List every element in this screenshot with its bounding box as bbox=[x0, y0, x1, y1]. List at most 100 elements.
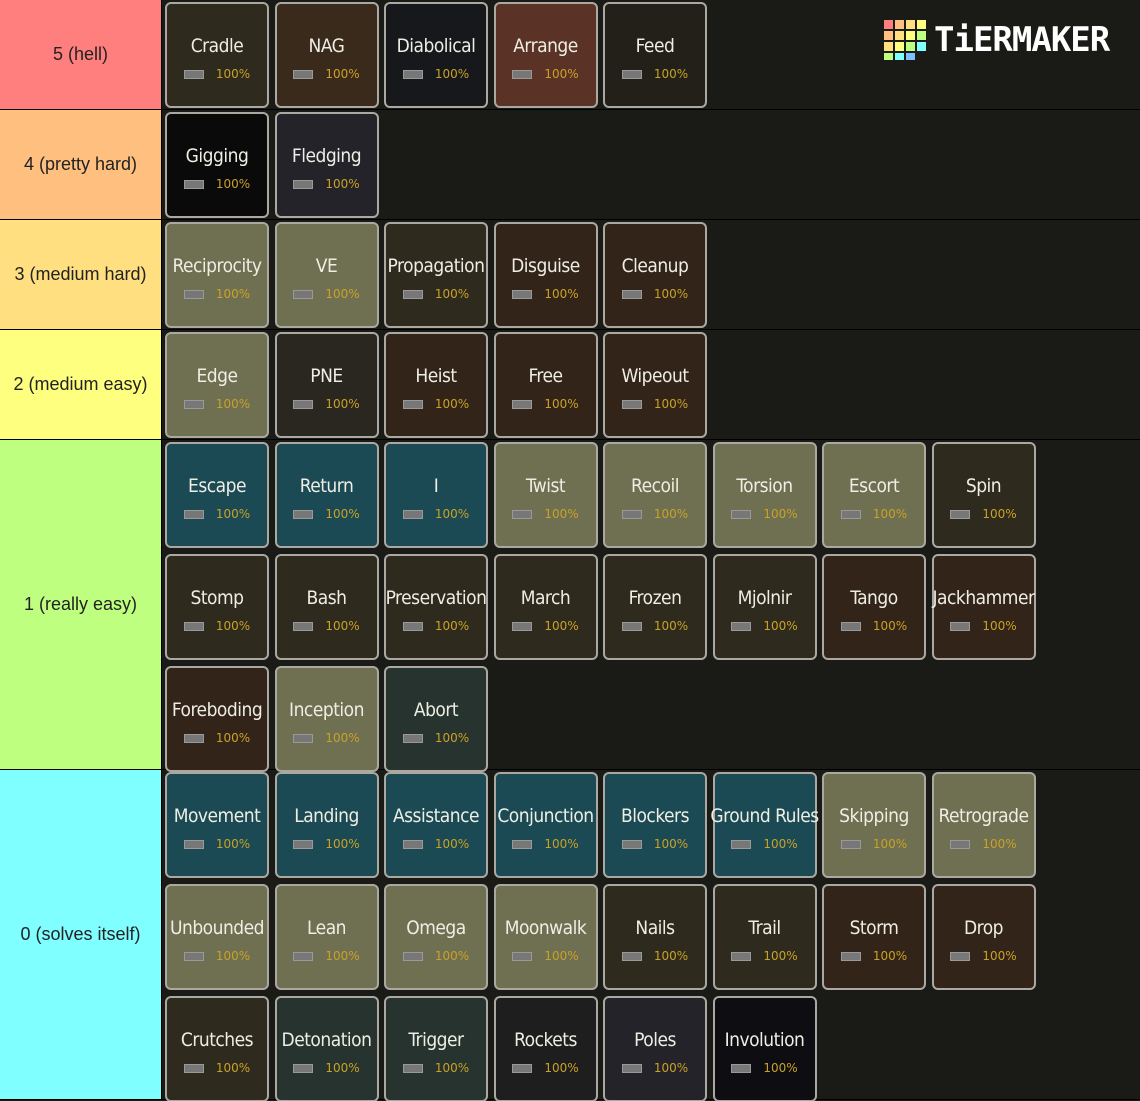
item-name: Unbounded bbox=[169, 917, 265, 939]
item-tile[interactable]: Landing 100% bbox=[274, 772, 379, 878]
item-tile[interactable]: PNE 100% bbox=[274, 332, 379, 438]
item-meta: 100% bbox=[512, 507, 579, 521]
item-tile[interactable]: Fledging 100% bbox=[274, 112, 379, 218]
item-percent: 100% bbox=[982, 949, 1017, 963]
item-meta: 100% bbox=[950, 507, 1017, 521]
tier-label: 1 (really easy) bbox=[0, 440, 162, 769]
item-tile[interactable]: VE 100% bbox=[274, 222, 379, 328]
item-tile[interactable]: Involution 100% bbox=[712, 996, 817, 1101]
item-tile[interactable]: Gigging 100% bbox=[165, 112, 269, 218]
item-tile[interactable]: Mjolnir 100% bbox=[712, 554, 817, 660]
item-tile[interactable]: Bash 100% bbox=[274, 554, 379, 660]
item-meta: 100% bbox=[840, 507, 907, 521]
item-tile[interactable]: Trigger 100% bbox=[384, 996, 488, 1101]
item-tile[interactable]: Arrange 100% bbox=[493, 2, 598, 108]
item-tile[interactable]: Inception 100% bbox=[274, 666, 379, 772]
item-percent: 100% bbox=[325, 177, 360, 191]
item-tile[interactable]: Omega 100% bbox=[384, 884, 488, 990]
item-tile[interactable]: Return 100% bbox=[274, 442, 379, 548]
item-tile[interactable]: Escape 100% bbox=[165, 442, 269, 548]
item-percent: 100% bbox=[653, 287, 689, 301]
item-tile[interactable]: Jackhammer 100% bbox=[931, 554, 1036, 660]
item-tile[interactable]: Lean 100% bbox=[274, 884, 379, 990]
item-tile[interactable]: Drop 100% bbox=[931, 884, 1036, 990]
item-tile[interactable]: Ground Rules 100% bbox=[710, 772, 819, 878]
item-tile[interactable]: Skipping 100% bbox=[822, 772, 926, 878]
item-tile[interactable]: NAG 100% bbox=[274, 2, 379, 108]
item-name: VE bbox=[315, 255, 338, 277]
item-name: Free bbox=[528, 365, 563, 387]
item-meta: 100% bbox=[183, 397, 251, 411]
item-percent: 100% bbox=[544, 1061, 579, 1075]
item-tile[interactable]: Feed 100% bbox=[603, 2, 707, 108]
item-tile[interactable]: Twist 100% bbox=[493, 442, 598, 548]
item-meta: 100% bbox=[731, 949, 798, 963]
tier-row: 5 (hell) Cradle 100% NAG 100% Diabolical 100% A… bbox=[0, 0, 1140, 110]
item-tile[interactable]: Edge 100% bbox=[165, 332, 269, 438]
item-tile[interactable]: Free 100% bbox=[493, 332, 598, 438]
item-tile[interactable]: Torsion 100% bbox=[712, 442, 817, 548]
item-percent: 100% bbox=[982, 619, 1017, 633]
item-button bbox=[183, 733, 204, 743]
item-tile[interactable]: Blockers 100% bbox=[603, 772, 707, 878]
item-percent: 100% bbox=[544, 507, 579, 521]
item-meta: 100% bbox=[512, 287, 579, 301]
item-name: Stomp bbox=[190, 587, 244, 609]
item-tile[interactable]: Storm 100% bbox=[822, 884, 926, 990]
item-tile[interactable]: Reciprocity 100% bbox=[165, 222, 269, 328]
item-percent: 100% bbox=[653, 507, 689, 521]
item-tile[interactable]: Poles 100% bbox=[603, 996, 707, 1101]
item-tile[interactable]: Wipeout 100% bbox=[603, 332, 707, 438]
item-tile[interactable]: Crutches 100% bbox=[165, 996, 269, 1101]
item-tile[interactable]: Unbounded 100% bbox=[165, 884, 269, 990]
item-percent: 100% bbox=[215, 397, 251, 411]
item-tile[interactable]: Preservation 100% bbox=[384, 554, 488, 660]
item-tile[interactable]: Conjunction 100% bbox=[493, 772, 598, 878]
tier-label: 3 (medium hard) bbox=[0, 220, 162, 329]
item-tile[interactable]: Propagation 100% bbox=[384, 222, 488, 328]
item-percent: 100% bbox=[544, 287, 579, 301]
item-tile[interactable]: Trail 100% bbox=[712, 884, 817, 990]
item-tile[interactable]: March 100% bbox=[493, 554, 598, 660]
item-percent: 100% bbox=[982, 507, 1017, 521]
item-percent: 100% bbox=[215, 731, 251, 745]
item-name: Bash bbox=[306, 587, 347, 609]
item-button bbox=[512, 509, 533, 519]
item-tile[interactable]: Tango 100% bbox=[822, 554, 926, 660]
item-tile[interactable]: Cradle 100% bbox=[165, 2, 269, 108]
item-tile[interactable]: Rockets 100% bbox=[493, 996, 598, 1101]
item-tile[interactable]: I 100% bbox=[384, 442, 488, 548]
item-meta: 100% bbox=[183, 177, 250, 191]
item-percent: 100% bbox=[215, 837, 251, 851]
item-tile[interactable]: Spin 100% bbox=[931, 442, 1036, 548]
item-tile[interactable]: Cleanup 100% bbox=[603, 222, 707, 328]
item-name: Arrange bbox=[513, 35, 578, 57]
item-tile[interactable]: Diabolical 100% bbox=[384, 2, 488, 108]
item-percent: 100% bbox=[544, 619, 579, 633]
item-tile[interactable]: Disguise 100% bbox=[493, 222, 598, 328]
item-button bbox=[183, 69, 204, 79]
item-name: Cradle bbox=[190, 35, 244, 57]
item-tile[interactable]: Movement 100% bbox=[165, 772, 269, 878]
tier-label: 4 (pretty hard) bbox=[0, 110, 162, 219]
item-tile[interactable]: Nails 100% bbox=[603, 884, 707, 990]
item-percent: 100% bbox=[653, 67, 689, 81]
item-button bbox=[621, 621, 642, 631]
item-tile[interactable]: Assistance 100% bbox=[384, 772, 488, 878]
item-tile[interactable]: Heist 100% bbox=[384, 332, 488, 438]
item-tile[interactable]: Recoil 100% bbox=[603, 442, 707, 548]
item-tile[interactable]: Abort 100% bbox=[384, 666, 488, 772]
item-tile[interactable]: Escort 100% bbox=[822, 442, 926, 548]
item-tile[interactable]: Stomp 100% bbox=[165, 554, 269, 660]
item-button bbox=[293, 509, 314, 519]
item-tile[interactable]: Frozen 100% bbox=[603, 554, 707, 660]
item-name: Recoil bbox=[631, 475, 679, 497]
item-meta: 100% bbox=[621, 1061, 688, 1075]
item-tile[interactable]: Retrograde 100% bbox=[931, 772, 1036, 878]
item-tile[interactable]: Detonation 100% bbox=[274, 996, 379, 1101]
item-tile[interactable]: Foreboding 100% bbox=[165, 666, 269, 772]
item-name: Reciprocity bbox=[172, 255, 262, 277]
tier-label: 2 (medium easy) bbox=[0, 330, 162, 439]
item-tile[interactable]: Moonwalk 100% bbox=[493, 884, 598, 990]
